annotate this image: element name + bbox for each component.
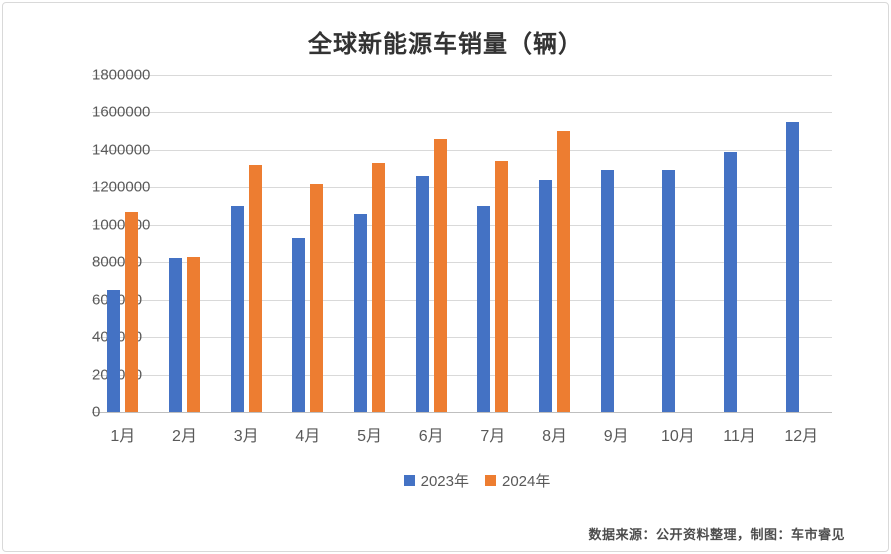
legend-item-2023年: 2023年 bbox=[403, 470, 469, 491]
bar-2023年-7月 bbox=[477, 206, 491, 412]
gridline bbox=[92, 337, 832, 339]
gridline bbox=[92, 224, 832, 226]
bar-group-8月 bbox=[524, 75, 586, 412]
bar-2023年-8月 bbox=[539, 179, 553, 412]
x-axis-label-3月: 3月 bbox=[233, 428, 259, 445]
x-axis-labels: 1月 2月 3月 4月 5月 6月 7月 8月 9月 10月 11月 12月 bbox=[92, 422, 832, 446]
bar-2024年-5月 bbox=[372, 163, 386, 412]
bar-2024年-2月 bbox=[187, 256, 200, 412]
gridline bbox=[92, 149, 832, 151]
plot-area: 0200000400000600000800000100000012000001… bbox=[92, 67, 832, 421]
bar-2024年-3月 bbox=[248, 164, 262, 412]
chart-title: 全球新能源车销量（辆） bbox=[308, 29, 583, 58]
bar-2023年-3月 bbox=[230, 206, 244, 412]
bar-2023年-10月 bbox=[662, 170, 676, 412]
bar-2024年-4月 bbox=[310, 183, 324, 412]
bar-group-7月 bbox=[462, 75, 524, 412]
x-axis-label-11月: 11月 bbox=[723, 428, 756, 445]
bar-group-10月 bbox=[647, 75, 709, 412]
bar-group-5月 bbox=[339, 75, 401, 412]
x-axis-label-4月: 4月 bbox=[295, 428, 321, 445]
bar-2023年-4月 bbox=[292, 237, 306, 412]
gridline bbox=[92, 374, 832, 376]
gridline bbox=[92, 299, 832, 301]
bar-group-6月 bbox=[400, 75, 462, 412]
x-axis-label-12月: 12月 bbox=[784, 428, 819, 445]
gridline bbox=[92, 75, 832, 76]
x-axis-label-1月: 1月 bbox=[110, 428, 136, 445]
bar-group-9月 bbox=[585, 75, 647, 412]
bar-2023年-12月 bbox=[785, 121, 799, 412]
bar-2023年-2月 bbox=[169, 258, 182, 412]
bar-2024年-7月 bbox=[495, 161, 509, 412]
bar-series-layer bbox=[92, 75, 832, 412]
bar-2023年-5月 bbox=[354, 213, 368, 412]
bar-2023年-6月 bbox=[415, 176, 429, 412]
legend-label: 2023年 bbox=[420, 473, 469, 490]
bar-2023年-1月 bbox=[107, 290, 121, 412]
bar-group-12月 bbox=[770, 75, 832, 412]
x-axis-line bbox=[92, 412, 832, 413]
legend: 2023年 2024年 bbox=[0, 470, 891, 491]
x-axis-label-5月: 5月 bbox=[357, 428, 382, 445]
bar-2023年-9月 bbox=[600, 170, 614, 412]
bar-group-11月 bbox=[709, 75, 771, 412]
x-axis-label-10月: 10月 bbox=[660, 428, 695, 445]
x-axis-label-7月: 7月 bbox=[480, 428, 506, 445]
bar-group-4月 bbox=[277, 75, 339, 412]
legend-swatch-icon bbox=[485, 475, 496, 486]
source-note: 数据来源：公开资料整理，制图：车市睿见 bbox=[588, 527, 845, 542]
x-axis-label-2月: 2月 bbox=[172, 428, 197, 445]
x-axis-label-6月: 6月 bbox=[418, 428, 444, 445]
bar-group-3月 bbox=[215, 75, 277, 412]
bar-group-2月 bbox=[154, 75, 216, 412]
bar-2023年-11月 bbox=[724, 151, 738, 412]
gridline bbox=[92, 187, 832, 189]
gridline bbox=[92, 112, 832, 114]
x-axis-label-9月: 9月 bbox=[603, 428, 629, 445]
legend-label: 2024年 bbox=[502, 473, 551, 490]
gridline bbox=[92, 262, 832, 264]
bar-2024年-1月 bbox=[125, 211, 139, 412]
x-axis-label-8月: 8月 bbox=[542, 428, 567, 445]
bar-group-1月 bbox=[92, 75, 154, 412]
bar-2024年-6月 bbox=[433, 138, 447, 412]
legend-swatch-icon bbox=[403, 475, 415, 486]
legend-item-2024年: 2024年 bbox=[485, 470, 550, 491]
bar-2024年-8月 bbox=[557, 131, 571, 412]
